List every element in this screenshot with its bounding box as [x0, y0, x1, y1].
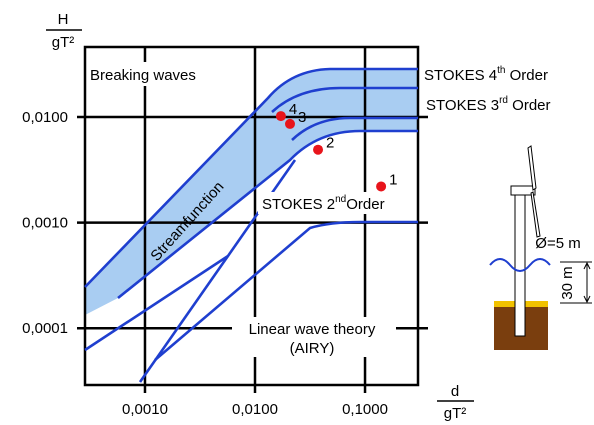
- y-axis-label: H: [58, 11, 69, 28]
- annotation: STOKES 2ndOrder: [262, 194, 385, 213]
- annotation: STOKES 3: [426, 97, 499, 114]
- annotation: STOKES 4: [424, 67, 497, 84]
- x-axis-label: d: [451, 383, 459, 400]
- y-tick-label: 0,0010: [22, 215, 68, 232]
- x-tick-label: 0,1000: [342, 401, 388, 418]
- y-axis-label: gT²: [52, 34, 75, 51]
- annotation-sup: nd: [335, 194, 346, 205]
- y-tick-label: 0,0100: [22, 109, 68, 126]
- point-label: 1: [389, 171, 397, 188]
- data-point: [276, 111, 286, 121]
- data-point: [285, 119, 295, 129]
- annotation: Linear wave theory: [249, 321, 376, 338]
- chart: Breaking waves STOKES 4th Order STOKES 3…: [0, 0, 594, 425]
- annotation: STOKES 2: [262, 196, 335, 213]
- annotation: Breaking waves: [90, 67, 196, 84]
- x-tick-label: 0,0010: [122, 401, 168, 418]
- data-point: [376, 181, 386, 191]
- y-tick-label: 0,0001: [22, 320, 68, 337]
- point-label: 4: [289, 101, 297, 118]
- point-label: 3: [298, 109, 306, 126]
- annotation: Order: [508, 97, 551, 114]
- data-point: [313, 145, 323, 155]
- annotation-sup: rd: [499, 95, 508, 106]
- annotation: (AIRY): [290, 340, 335, 357]
- annotation: Ø=5 m: [535, 235, 580, 252]
- point-label: 2: [326, 135, 334, 152]
- annotation: STOKES 3rd Order: [426, 95, 551, 114]
- annotation: Order: [346, 196, 384, 213]
- annotation-sup: th: [497, 65, 505, 76]
- x-tick-label: 0,0100: [232, 401, 278, 418]
- annotation: Order: [505, 67, 548, 84]
- x-axis-label: gT²: [444, 405, 467, 422]
- annotation: STOKES 4th Order: [424, 65, 548, 84]
- annotation: 30 m: [559, 266, 576, 299]
